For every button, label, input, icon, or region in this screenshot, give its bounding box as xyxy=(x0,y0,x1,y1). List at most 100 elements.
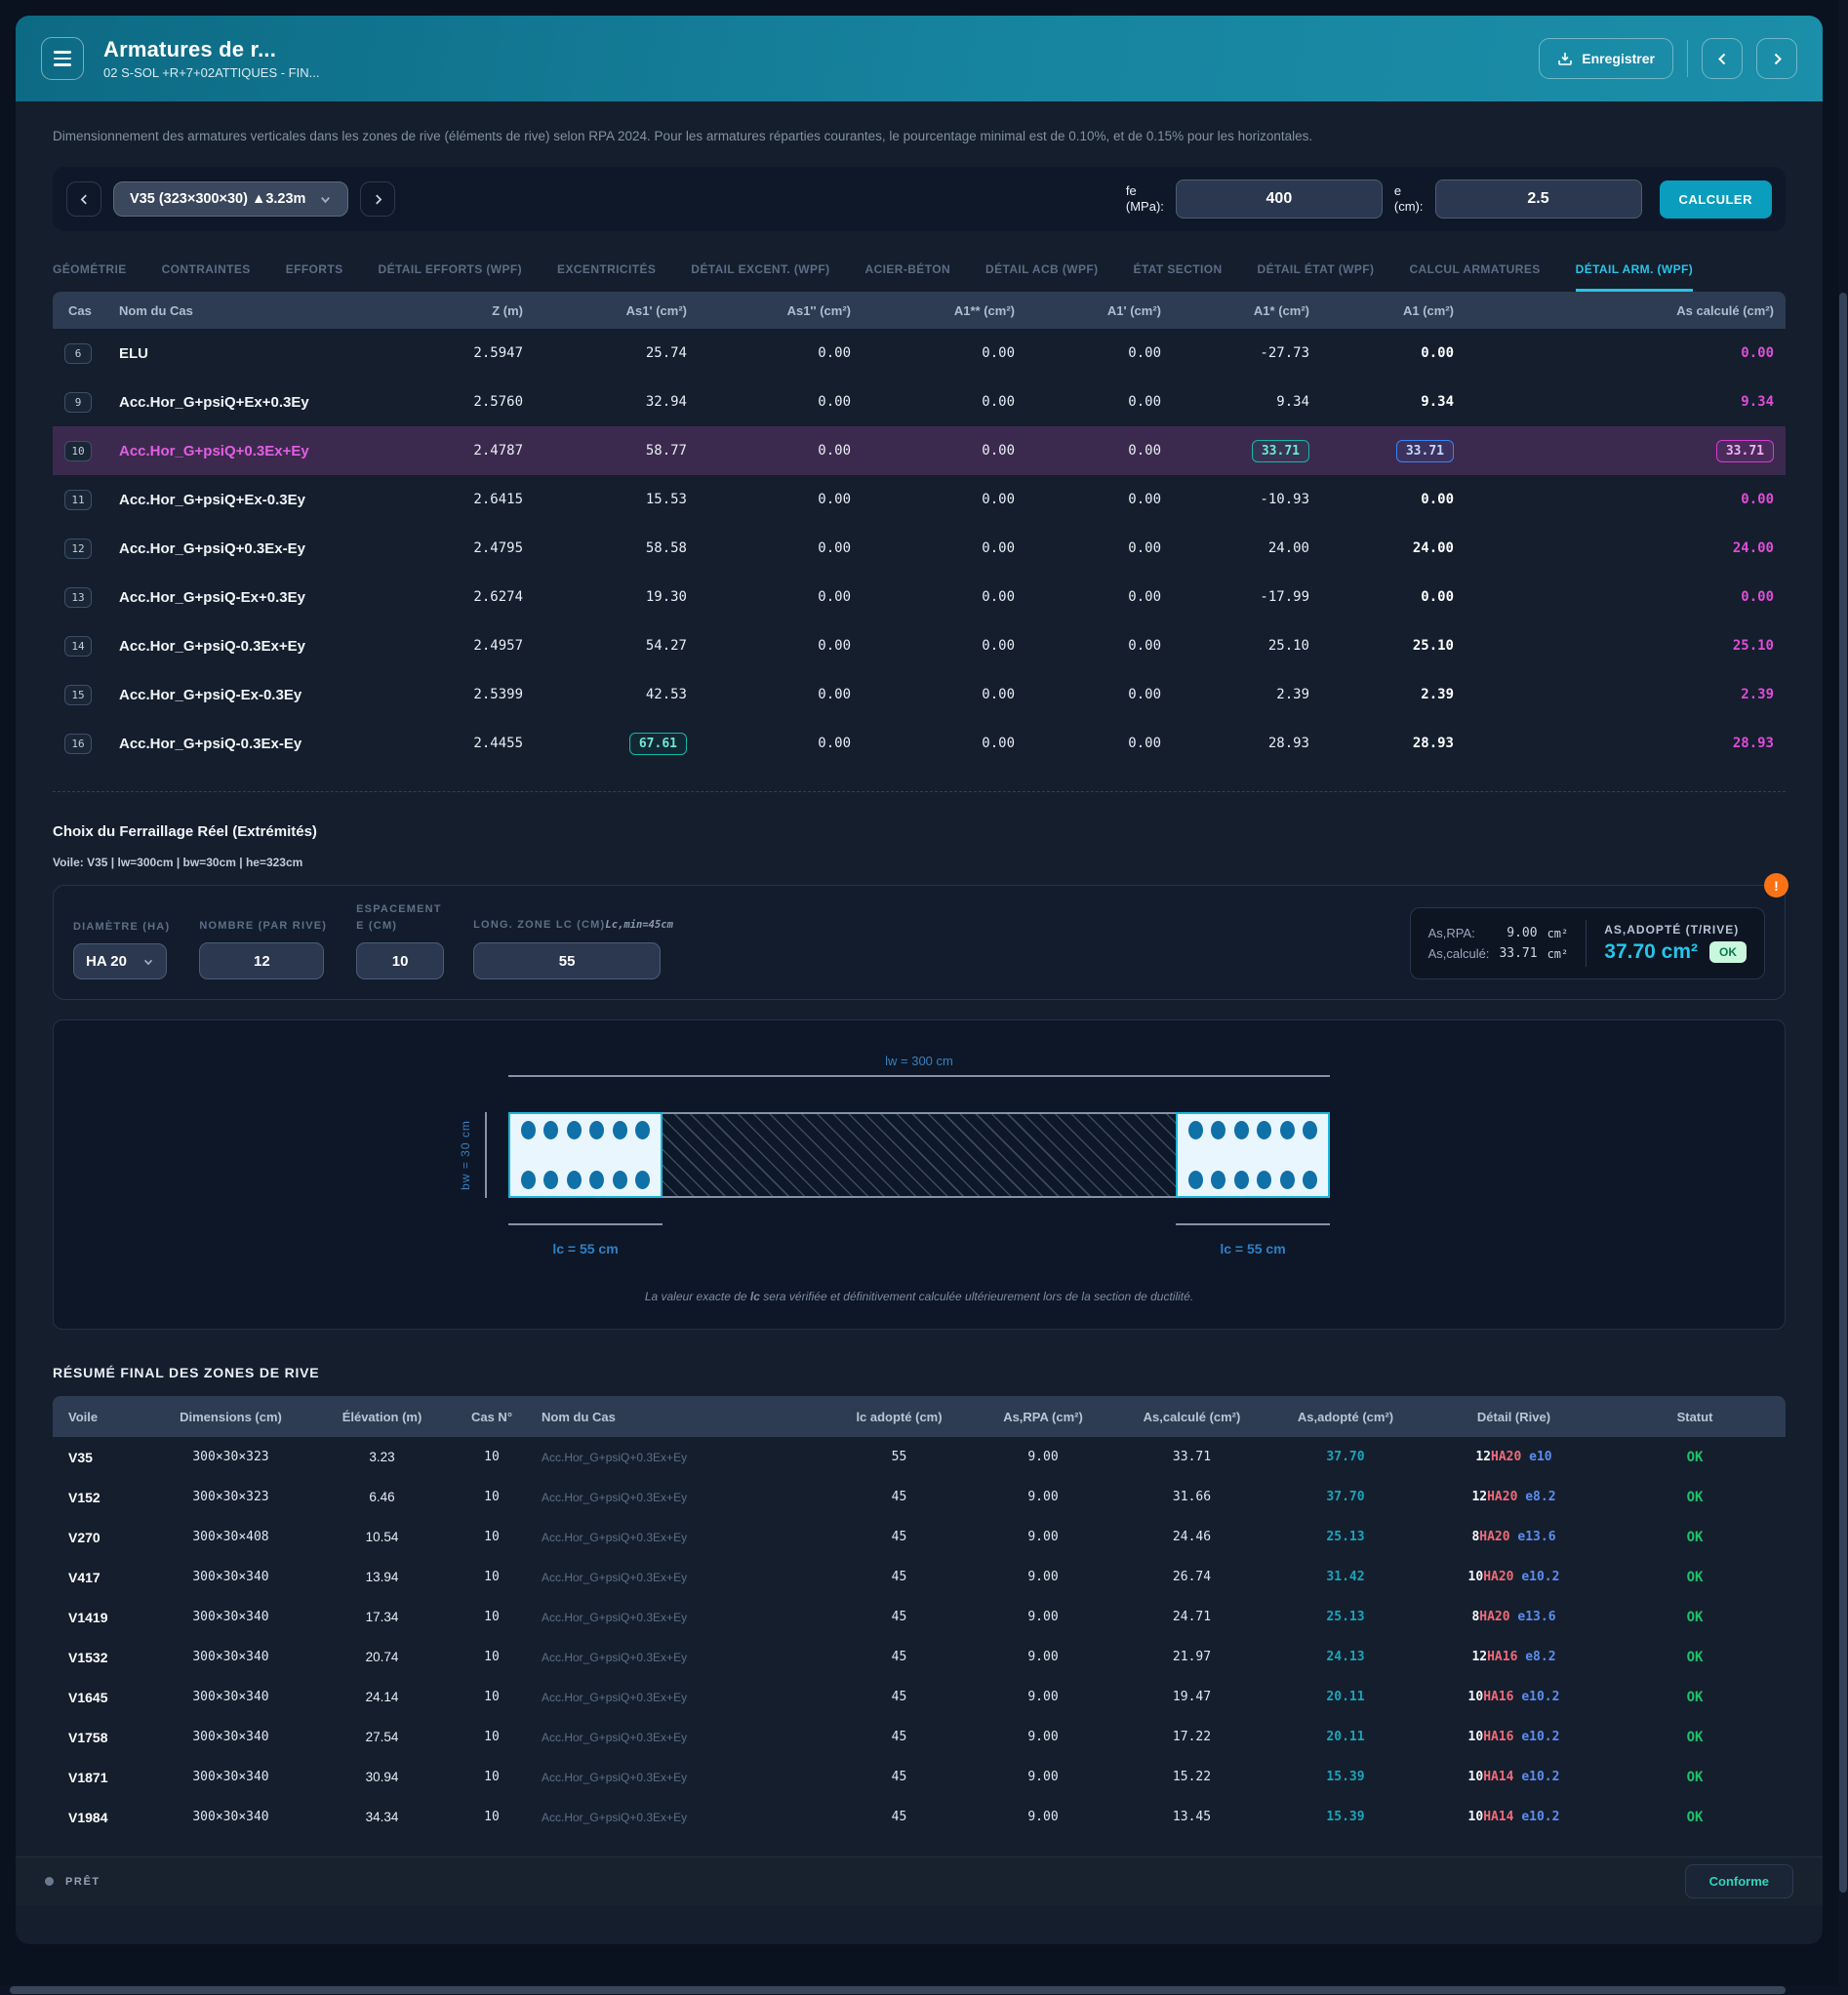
cas-number: 10 xyxy=(484,1810,500,1824)
case-name: Acc.Hor_G+psiQ-0.3Ex-Ey xyxy=(119,735,302,752)
as-calcule: 21.97 xyxy=(1172,1650,1212,1664)
chevron-down-icon xyxy=(142,956,154,968)
menu-icon[interactable] xyxy=(41,37,84,80)
tab-efforts[interactable]: EFFORTS xyxy=(285,262,343,276)
vertical-scrollbar[interactable] xyxy=(1838,0,1848,1995)
diametre-select[interactable]: HA 20 xyxy=(73,943,167,979)
as-calcule: 31.66 xyxy=(1172,1490,1212,1504)
save-button[interactable]: Enregistrer xyxy=(1539,38,1673,79)
tab-d-tail-acb-wpf[interactable]: DÉTAIL ACB (WPF) xyxy=(985,262,1099,276)
rebar-dot xyxy=(1279,1121,1295,1139)
calculer-button[interactable]: CALCULER xyxy=(1659,180,1772,219)
table-row[interactable]: 13 Acc.Hor_G+psiQ-Ex+0.3Ey 2.6274 19.30 0.00… xyxy=(53,573,1786,621)
tab-bar: GÉOMÉTRIE CONTRAINTES EFFORTS DÉTAIL EFFORT… xyxy=(53,262,1786,292)
table-row[interactable]: 16 Acc.Hor_G+psiQ-0.3Ex-Ey 2.4455 67.61 0.00… xyxy=(53,719,1786,768)
col-dimensions: Dimensions (cm) xyxy=(180,1409,282,1424)
nombre-input[interactable] xyxy=(199,942,325,979)
table-row[interactable]: 14 Acc.Hor_G+psiQ-0.3Ex+Ey 2.4957 54.27 0.00… xyxy=(53,621,1786,670)
as-rpa: 9.00 xyxy=(1027,1810,1059,1824)
as-rpa-value: 9.00 xyxy=(1507,926,1538,940)
save-icon xyxy=(1557,51,1573,66)
nom-du-cas: Acc.Hor_G+psiQ+0.3Ex+Ey xyxy=(542,1570,688,1584)
detail-rive: 12HA16 e8.2 xyxy=(1471,1650,1556,1664)
highlighted-value: 33.71 xyxy=(1715,439,1774,462)
as-rpa: 9.00 xyxy=(1027,1770,1059,1784)
status-text: PRÊT xyxy=(65,1875,100,1888)
case-number-badge: 9 xyxy=(64,391,92,413)
espacement-input[interactable] xyxy=(356,942,445,979)
warning-icon[interactable]: ! xyxy=(1764,873,1788,898)
rebar-dot xyxy=(612,1121,627,1139)
tab-d-tail-efforts-wpf[interactable]: DÉTAIL EFFORTS (WPF) xyxy=(378,262,523,276)
statut: OK xyxy=(1686,1529,1704,1545)
table-row[interactable]: 9 Acc.Hor_G+psiQ+Ex+0.3Ey 2.5760 32.94 0.00 0… xyxy=(53,378,1786,426)
tab-contraintes[interactable]: CONTRAINTES xyxy=(161,262,251,276)
chevron-right-icon xyxy=(1770,52,1785,66)
voile-prev-button[interactable] xyxy=(66,181,101,217)
rebar-row xyxy=(1188,1121,1317,1139)
cas-number: 10 xyxy=(484,1570,500,1584)
conforme-button[interactable]: Conforme xyxy=(1684,1864,1793,1898)
voile-next-button[interactable] xyxy=(360,181,396,217)
elevation: 20.74 xyxy=(365,1650,399,1664)
voile-info: Voile: V35 | lw=300cm | bw=30cm | he=323… xyxy=(53,856,303,869)
cas-number: 10 xyxy=(484,1450,500,1464)
as-calcule: 17.22 xyxy=(1172,1730,1212,1744)
summary-row: V1645 300×30×340 24.14 10 Acc.Hor_G+psiQ+0.3… xyxy=(53,1677,1786,1717)
tab-g-om-trie[interactable]: GÉOMÉTRIE xyxy=(53,262,127,276)
tab-excentricit-s[interactable]: EXCENTRICITÉS xyxy=(557,262,657,276)
as-calcule-label: As,calculé: xyxy=(1427,946,1490,961)
dimensions: 300×30×340 xyxy=(192,1570,269,1584)
tab-calcul-armatures[interactable]: CALCUL ARMATURES xyxy=(1409,262,1541,276)
e-input[interactable] xyxy=(1434,180,1642,219)
col-as1pp: As1'' (cm²) xyxy=(786,302,851,318)
vertical-scrollbar-thumb[interactable] xyxy=(1839,293,1847,1893)
lc-adopte: 45 xyxy=(891,1810,907,1824)
table-row[interactable]: 15 Acc.Hor_G+psiQ-Ex-0.3Ey 2.5399 42.53 0.00… xyxy=(53,670,1786,719)
lc-left-line xyxy=(508,1223,663,1225)
divider xyxy=(1586,920,1587,967)
rebar-dot xyxy=(566,1121,582,1139)
table-row[interactable]: 10 Acc.Hor_G+psiQ+0.3Ex+Ey 2.4787 58.77 0.00… xyxy=(53,426,1786,475)
tab-d-tail-tat-wpf[interactable]: DÉTAIL ÉTAT (WPF) xyxy=(1257,262,1375,276)
nom-du-cas: Acc.Hor_G+psiQ+0.3Ex+Ey xyxy=(542,1690,688,1704)
tab-tat-section[interactable]: ÉTAT SECTION xyxy=(1133,262,1223,276)
long-zone-input[interactable] xyxy=(473,942,662,979)
voile-name: V417 xyxy=(68,1569,100,1585)
tab-acier-b-ton[interactable]: ACIER-BÉTON xyxy=(864,262,951,276)
lc-adopte: 55 xyxy=(891,1450,907,1464)
as-adopte: 15.39 xyxy=(1326,1770,1365,1784)
status-dot-icon xyxy=(45,1877,54,1886)
col-nom: Nom du Cas xyxy=(119,302,193,318)
summary-row: V1871 300×30×340 30.94 10 Acc.Hor_G+psiQ+0.3… xyxy=(53,1757,1786,1797)
dimensions: 300×30×340 xyxy=(192,1810,269,1824)
dimensions: 300×30×340 xyxy=(192,1610,269,1624)
nom-du-cas: Acc.Hor_G+psiQ+0.3Ex+Ey xyxy=(542,1490,688,1504)
rebar-dot xyxy=(521,1171,536,1189)
cas-number: 10 xyxy=(484,1730,500,1744)
page-title: Armatures de r... xyxy=(103,37,277,61)
rebar-dot xyxy=(1302,1171,1317,1189)
cases-table-header: Cas Nom du Cas Z (m) As1' (cm²) As1'' (c… xyxy=(53,292,1786,329)
divider xyxy=(53,791,1786,792)
next-button[interactable] xyxy=(1756,38,1797,79)
horizontal-scrollbar-thumb[interactable] xyxy=(10,1986,1786,1994)
lc-right-line xyxy=(1176,1223,1330,1225)
horizontal-scrollbar[interactable] xyxy=(0,1985,1848,1995)
ok-badge: OK xyxy=(1709,941,1747,963)
table-row[interactable]: 12 Acc.Hor_G+psiQ+0.3Ex-Ey 2.4795 58.58 0.00… xyxy=(53,524,1786,573)
page-subtitle: 02 S-SOL +R+7+02ATTIQUES - FIN... xyxy=(103,65,320,80)
as-calcule: 33.71 xyxy=(1172,1450,1212,1464)
voile-select[interactable]: V35 (323×300×30) ▲3.23m xyxy=(113,181,349,217)
bw-dimension-label: bw = 30 cm xyxy=(459,1120,472,1190)
prev-button[interactable] xyxy=(1702,38,1743,79)
diametre-value: HA 20 xyxy=(86,953,127,970)
fe-input[interactable] xyxy=(1175,180,1383,219)
tab-d-tail-excent-wpf[interactable]: DÉTAIL EXCENT. (WPF) xyxy=(691,262,830,276)
dimensions: 300×30×340 xyxy=(192,1730,269,1744)
table-row[interactable]: 6 ELU 2.5947 25.74 0.00 0.00 0.00 -27.73 0.00 0.0… xyxy=(53,329,1786,378)
case-name: Acc.Hor_G+psiQ+Ex+0.3Ey xyxy=(119,393,309,411)
nom-du-cas: Acc.Hor_G+psiQ+0.3Ex+Ey xyxy=(542,1450,688,1464)
table-row[interactable]: 11 Acc.Hor_G+psiQ+Ex-0.3Ey 2.6415 15.53 0.00… xyxy=(53,475,1786,524)
tab-d-tail-arm-wpf[interactable]: DÉTAIL ARM. (WPF) xyxy=(1575,262,1694,292)
